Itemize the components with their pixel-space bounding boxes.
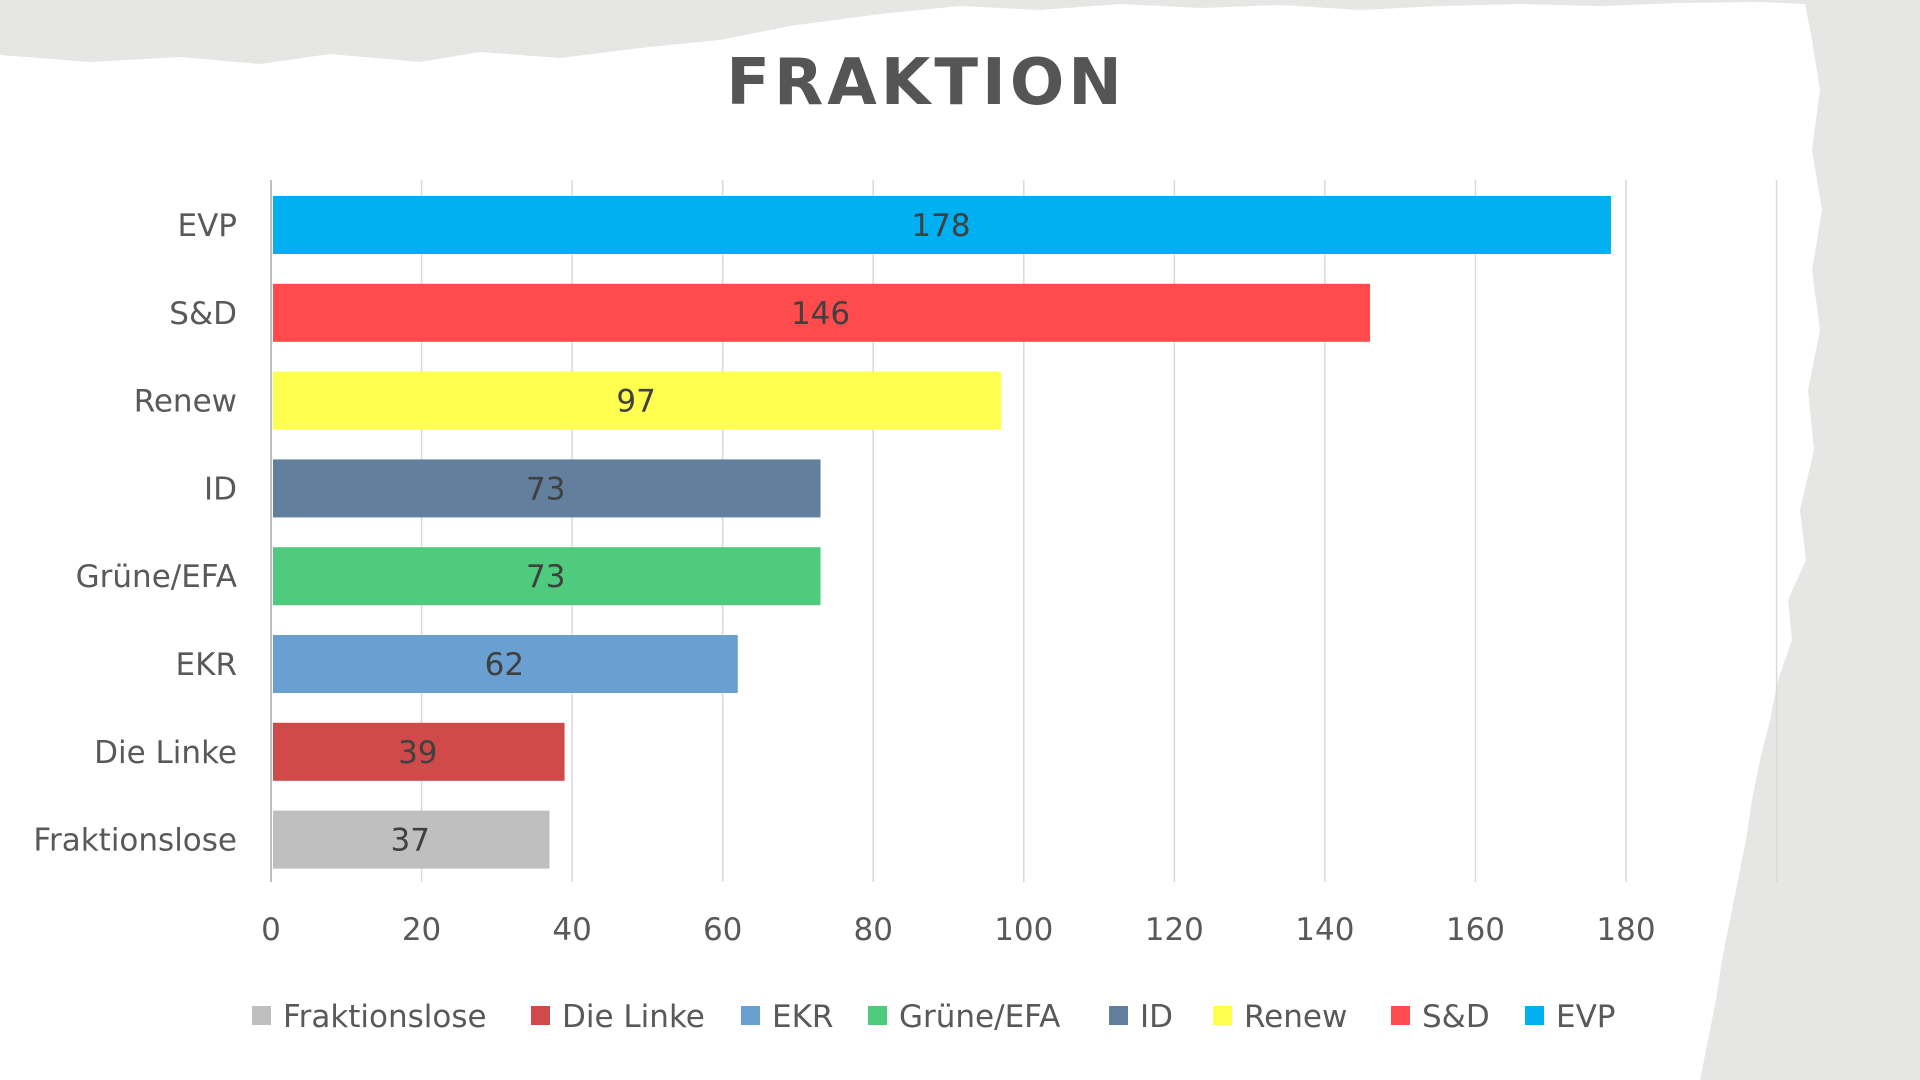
bar-value-label-2: 97 [616, 384, 655, 420]
bar-3 [273, 459, 821, 518]
bar-value-label-4: 73 [526, 559, 565, 595]
legend-item-1: Die Linke [531, 999, 705, 1035]
x-tick-label-9: 180 [1596, 912, 1655, 948]
bar-value-label-6: 39 [398, 735, 437, 771]
category-labels: EVP S&D Renew ID Grüne/EFA EKR Die Linke Frakti… [33, 208, 237, 859]
legend-item-4: ID [1109, 999, 1173, 1035]
legend-label-0: Fraktionslose [283, 999, 487, 1035]
legend-swatch-3 [868, 1006, 887, 1025]
grid-lines [420, 180, 1778, 882]
legend-label-4: ID [1140, 999, 1173, 1035]
bar-5 [273, 635, 738, 693]
legend-item-3: Grüne/EFA [868, 999, 1060, 1035]
bar-0 [273, 196, 1611, 254]
legend-swatch-5 [1213, 1006, 1232, 1025]
legend-label-2: EKR [772, 999, 833, 1035]
legend-item-6: S&D [1391, 999, 1490, 1035]
x-tick-label-1: 20 [402, 912, 441, 948]
chart-title: FRAKTION [726, 46, 1126, 120]
bar-2 [273, 371, 1002, 430]
x-tick-label-3: 60 [703, 912, 742, 948]
bar-value-label-5: 62 [485, 647, 524, 683]
legend-swatch-6 [1391, 1006, 1410, 1025]
x-tick-label-4: 80 [853, 912, 892, 948]
x-tick-labels: 0 20 40 60 80 100 120 140 160 180 [261, 912, 1655, 948]
legend-label-5: Renew [1244, 999, 1347, 1035]
legend-item-5: Renew [1213, 999, 1347, 1035]
bar-4 [273, 547, 821, 606]
bar-value-label-0: 178 [911, 208, 970, 244]
bar-value-label-3: 73 [526, 471, 565, 507]
bars [273, 196, 1611, 869]
legend: Fraktionslose Die Linke EKR Grüne/EFA ID Rene… [252, 999, 1616, 1035]
legend-swatch-1 [531, 1006, 550, 1025]
x-tick-label-2: 40 [552, 912, 591, 948]
category-label-7: Fraktionslose [33, 823, 237, 859]
legend-item-7: EVP [1525, 999, 1616, 1035]
category-label-2: Renew [134, 384, 237, 420]
bar-labels: 178 146 97 73 73 62 39 37 [391, 208, 971, 859]
category-label-5: EKR [176, 647, 237, 683]
category-label-4: Grüne/EFA [76, 559, 237, 595]
x-tick-label-7: 140 [1295, 912, 1354, 948]
x-tick-label-0: 0 [261, 912, 281, 948]
bar-6 [273, 722, 565, 781]
legend-swatch-4 [1109, 1006, 1128, 1025]
legend-label-7: EVP [1556, 999, 1616, 1035]
category-label-6: Die Linke [94, 735, 237, 771]
legend-swatch-0 [252, 1006, 271, 1025]
legend-label-6: S&D [1422, 999, 1490, 1035]
paper-background [0, 2, 1822, 1080]
legend-swatch-7 [1525, 1006, 1544, 1025]
legend-label-1: Die Linke [562, 999, 705, 1035]
category-label-1: S&D [169, 296, 237, 332]
category-label-3: ID [204, 471, 237, 507]
category-label-0: EVP [178, 208, 238, 244]
legend-item-0: Fraktionslose [252, 999, 487, 1035]
bar-7 [273, 810, 550, 869]
legend-item-2: EKR [741, 999, 833, 1035]
legend-swatch-2 [741, 1006, 760, 1025]
bar-1 [273, 283, 1371, 342]
x-tick-label-5: 100 [994, 912, 1053, 948]
bar-value-label-1: 146 [791, 296, 850, 332]
x-tick-label-8: 160 [1446, 912, 1505, 948]
x-tick-label-6: 120 [1145, 912, 1204, 948]
legend-label-3: Grüne/EFA [899, 999, 1060, 1035]
bar-value-label-7: 37 [391, 823, 430, 859]
